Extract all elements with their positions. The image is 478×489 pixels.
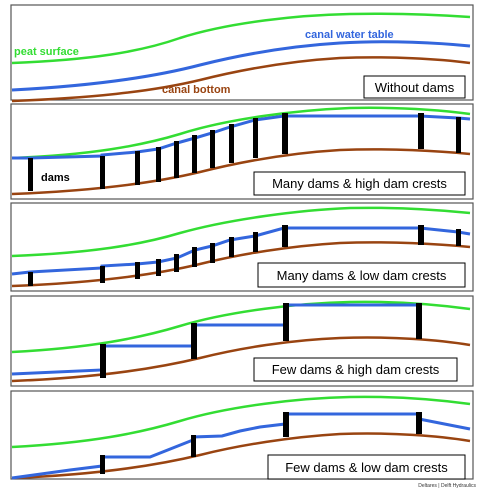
dam-marker [174, 141, 179, 178]
dam-marker [135, 262, 140, 279]
dam-marker [283, 303, 289, 341]
panel-few-dams-high-crests: Few dams & high dam crests [10, 295, 474, 387]
dam-marker [253, 232, 258, 252]
panel-title-box [257, 262, 466, 288]
peat-surface-label: peat surface [14, 46, 79, 58]
dam-marker [416, 412, 422, 434]
dams-label: dams [41, 172, 70, 184]
dams-group [28, 225, 461, 286]
canal-bottom-line [11, 56, 471, 103]
dam-marker [100, 344, 106, 378]
canal-bottom-label: canal bottom [162, 84, 231, 96]
dam-marker [229, 237, 234, 257]
panel-frame [10, 295, 474, 387]
dam-marker [156, 147, 161, 182]
panel-title-box [253, 357, 458, 382]
dam-marker [192, 135, 197, 173]
dams-group [28, 113, 461, 191]
panel-frame [10, 4, 474, 101]
dam-marker [456, 229, 461, 246]
canal-bottom-line [11, 432, 471, 480]
dam-marker [135, 151, 140, 185]
peat-surface-line [11, 12, 471, 65]
panel-frame [10, 202, 474, 292]
dam-marker [28, 158, 33, 191]
dam-marker [100, 455, 105, 474]
panel-title-box [363, 75, 466, 99]
dams-group [100, 412, 422, 474]
panel-frame [10, 103, 474, 200]
canal-bottom-line [11, 148, 471, 196]
peat-surface-line [11, 395, 471, 449]
panel-title: Without dams [375, 80, 455, 95]
canal-water-table-label: canal water table [305, 29, 394, 41]
dam-marker [191, 435, 196, 457]
canal-bottom-line [11, 336, 471, 383]
dam-marker [418, 225, 424, 245]
dam-marker [191, 323, 197, 359]
dam-marker [100, 266, 105, 283]
canal-water-table-line [11, 40, 471, 92]
panel-title: Many dams & high dam crests [272, 176, 447, 191]
dam-marker [282, 113, 288, 154]
panel-frame [10, 390, 474, 480]
panel-title-box [253, 171, 466, 196]
dam-marker [418, 113, 424, 149]
dam-marker [210, 243, 215, 263]
panel-title: Many dams & low dam crests [277, 268, 447, 283]
dam-marker [156, 259, 161, 276]
dam-marker [210, 130, 215, 168]
dam-marker [100, 156, 105, 189]
dam-marker [229, 124, 234, 163]
dam-marker [456, 117, 461, 153]
peat-surface-line [11, 206, 471, 258]
panel-few-dams-low-crests: Few dams & low dam crests [10, 390, 474, 480]
peat-surface-line [11, 300, 471, 354]
dams-group [100, 303, 422, 378]
dam-marker [192, 247, 197, 267]
panel-without-dams: peat surface canal water table canal bot… [10, 4, 474, 103]
dam-marker [282, 225, 288, 247]
panel-many-dams-low-crests: Many dams & low dam crests [10, 202, 474, 292]
dam-marker [174, 254, 179, 272]
panel-title-box [267, 454, 466, 480]
peat-surface-line [11, 106, 471, 160]
dam-marker [28, 272, 33, 286]
dam-marker [283, 412, 289, 437]
panel-many-dams-high-crests: dams Many dams & high dam crests [10, 103, 474, 200]
panel-title: Few dams & low dam crests [285, 460, 448, 475]
canal-water-table-line [12, 114, 471, 160]
dam-marker [253, 118, 258, 158]
panel-title: Few dams & high dam crests [272, 362, 440, 377]
credit-text: Deltares | Delft Hydraulics [418, 483, 476, 489]
canal-bottom-line [11, 241, 471, 288]
dam-marker [416, 303, 422, 339]
